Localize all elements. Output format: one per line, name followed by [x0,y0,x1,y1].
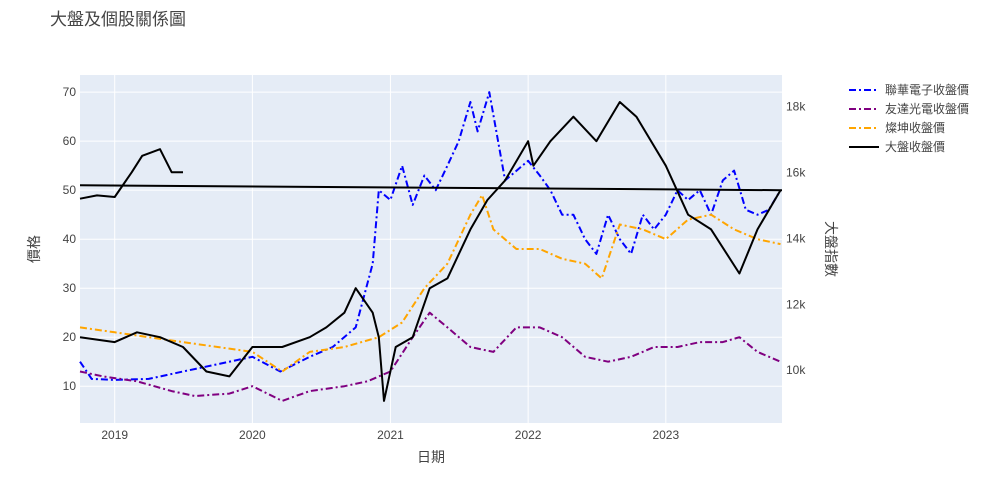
legend-label: 燦坤收盤價 [885,120,945,135]
legend-item[interactable]: 友達光電收盤價 [849,102,969,116]
x-tick-label: 2021 [377,428,404,442]
y2-tick-label: 18k [786,99,806,113]
y-axis-title: 價格 [26,235,42,263]
y2-tick-label: 14k [786,231,806,245]
series-line [79,311,781,402]
y-tick-label: 20 [63,330,77,344]
y-axis-ticks: 10 20 30 40 50 60 70 [63,85,77,393]
x-tick-label: 2019 [101,428,128,442]
legend-label: 大盤收盤價 [885,140,945,154]
y2-tick-label: 16k [786,165,806,179]
y2-tick-label: 10k [786,363,806,377]
legend-item[interactable]: 燦坤收盤價 [849,120,945,135]
y-tick-label: 70 [63,85,77,99]
series-line [79,184,783,192]
legend-item[interactable]: 大盤收盤價 [849,140,945,154]
series-line [79,148,183,200]
plot-area [80,75,782,423]
x-axis-title: 日期 [417,449,445,465]
series-lines [79,91,783,402]
y2-axis-title: 大盤指數 [823,221,839,277]
y-tick-label: 10 [63,379,77,393]
y-tick-label: 60 [63,134,77,148]
y-tick-label: 30 [63,281,77,295]
legend-label: 聯華電子收盤價 [885,83,969,97]
x-tick-label: 2022 [515,428,542,442]
y-tick-label: 40 [63,232,77,246]
y2-axis-ticks: 10k 12k 14k 16k 18k [786,99,806,377]
chart-title: 大盤及個股關係圖 [50,10,186,29]
x-tick-label: 2020 [239,428,266,442]
legend-label: 友達光電收盤價 [885,102,969,116]
y-tick-label: 50 [63,183,77,197]
legend-item[interactable]: 聯華電子收盤價 [849,83,969,97]
x-tick-label: 2023 [652,428,679,442]
series-line [79,101,782,402]
x-axis-ticks: 2019 2020 2021 2022 2023 [101,428,679,442]
series-line [79,194,781,373]
y2-tick-label: 12k [786,297,806,311]
